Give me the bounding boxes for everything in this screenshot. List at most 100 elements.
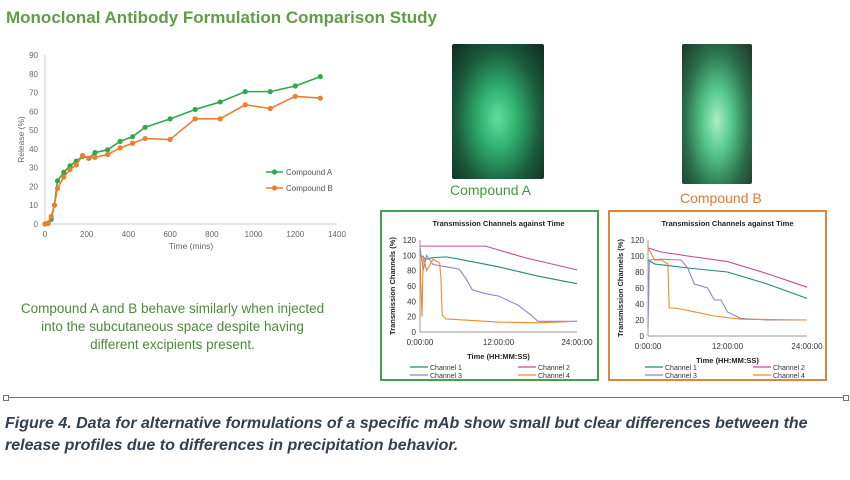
x-tick-label: 600: [163, 230, 177, 239]
data-point: [242, 102, 248, 108]
data-point: [267, 89, 273, 95]
y-tick-label: 0: [640, 332, 645, 341]
y-tick-label: 120: [403, 236, 417, 245]
y-tick-label: 70: [29, 89, 38, 98]
figure-caption: Figure 4. Data for alternative formulati…: [5, 415, 808, 454]
data-point: [117, 145, 123, 151]
release-chart: 0 10 20 30 40 50 60 70 80 90 0 200 400 600 800 1000 1200…: [16, 51, 346, 251]
data-point: [267, 105, 273, 112]
data-point: [217, 116, 223, 122]
chart-title: Transmission Channels against Time: [662, 219, 794, 228]
data-point: [192, 106, 198, 113]
y-tick-label: 80: [635, 268, 644, 277]
data-point: [104, 151, 111, 158]
data-point: [167, 136, 173, 143]
y-tick-label: 80: [29, 70, 38, 79]
data-point: [142, 124, 148, 130]
x-tick-label: 1400: [328, 230, 346, 239]
legend-label: Channel 4: [538, 373, 570, 379]
series-line: [647, 258, 807, 329]
y-tick-label: 120: [631, 236, 645, 245]
data-point: [167, 116, 173, 122]
x-tick-label: 24:00:00: [561, 338, 593, 347]
y-tick-label: 50: [29, 126, 38, 135]
legend-label: Channel 1: [430, 365, 462, 372]
y-axis-title: Release (%): [16, 116, 26, 163]
legend-label: Channel 2: [538, 365, 570, 372]
page-title: Monoclonal Antibody Formulation Comparis…: [6, 8, 437, 27]
y-tick-label: 0: [412, 328, 417, 337]
compound-a-label: Compound A: [450, 182, 531, 198]
series-line: [419, 247, 577, 322]
compound-b-photo: [682, 44, 752, 184]
x-tick-label: 800: [205, 230, 219, 239]
series-line: [420, 245, 578, 271]
divider-end: [843, 395, 849, 401]
data-point: [292, 83, 298, 89]
data-point: [54, 178, 61, 184]
series-line: [647, 247, 808, 321]
series-line: [419, 255, 578, 324]
data-point: [86, 155, 92, 161]
y-tick-label: 60: [29, 107, 38, 116]
transmission-chart-b: Transmission Channels against Time 0 20 40 6…: [616, 219, 823, 380]
data-point: [67, 166, 73, 173]
data-point: [54, 185, 61, 191]
y-tick-label: 60: [635, 284, 644, 293]
x-tick-label: 0: [43, 230, 48, 239]
chart-title: Transmission Channels against Time: [433, 219, 565, 228]
x-axis-title: Time (HH:MM:SS): [467, 352, 530, 361]
legend-label: Channel 3: [430, 373, 462, 379]
data-point: [45, 220, 51, 227]
legend-label: Compound B: [286, 184, 333, 193]
x-tick-label: 1000: [245, 230, 263, 239]
data-point: [242, 89, 248, 95]
legend-label: Channel 3: [665, 373, 697, 379]
compound-b-label: Compound B: [680, 190, 762, 206]
y-tick-label: 60: [407, 282, 416, 291]
data-point: [51, 202, 57, 208]
y-tick-label: 30: [29, 164, 38, 173]
data-point: [130, 134, 136, 140]
data-point: [61, 169, 67, 175]
series-line: [44, 75, 321, 225]
transmission-panel-a: Transmission Channels against Time 0 20 40 6…: [380, 210, 599, 381]
x-tick-label: 0:00:00: [407, 338, 434, 347]
y-tick-label: 40: [407, 297, 416, 306]
x-tick-label: 12:00:00: [712, 342, 744, 351]
data-point: [130, 140, 136, 146]
data-point: [48, 213, 54, 220]
y-tick-label: 0: [34, 220, 39, 229]
y-tick-label: 20: [635, 316, 644, 325]
data-point: [317, 95, 323, 101]
legend-label: Channel 2: [773, 365, 805, 372]
x-axis-title: Time (HH:MM:SS): [696, 356, 759, 365]
data-point: [317, 73, 323, 80]
data-point: [104, 147, 111, 153]
divider: [5, 397, 845, 398]
data-point: [73, 162, 79, 168]
y-tick-label: 20: [407, 313, 416, 322]
y-axis-title: Transmission Channels (%): [388, 237, 397, 335]
y-tick-label: 100: [631, 252, 645, 261]
series-line: [44, 95, 321, 225]
legend-label: Compound A: [286, 168, 333, 177]
divider-end: [3, 395, 9, 401]
y-tick-label: 40: [29, 145, 38, 154]
data-point: [292, 93, 298, 99]
x-tick-label: 0:00:00: [635, 342, 662, 351]
data-point: [192, 116, 198, 122]
x-tick-label: 1200: [286, 230, 304, 239]
data-point: [217, 99, 223, 105]
x-tick-label: 200: [80, 230, 94, 239]
legend-marker: [271, 169, 278, 175]
y-tick-label: 90: [29, 51, 38, 60]
data-point: [92, 154, 98, 160]
series-line: [419, 254, 578, 285]
x-tick-label: 24:00:00: [791, 342, 823, 351]
y-axis-title: Transmission Channels (%): [616, 239, 625, 337]
compound-a-photo: [452, 44, 544, 179]
x-tick-label: 12:00:00: [483, 338, 515, 347]
legend-marker: [271, 185, 278, 191]
data-point: [67, 163, 73, 169]
